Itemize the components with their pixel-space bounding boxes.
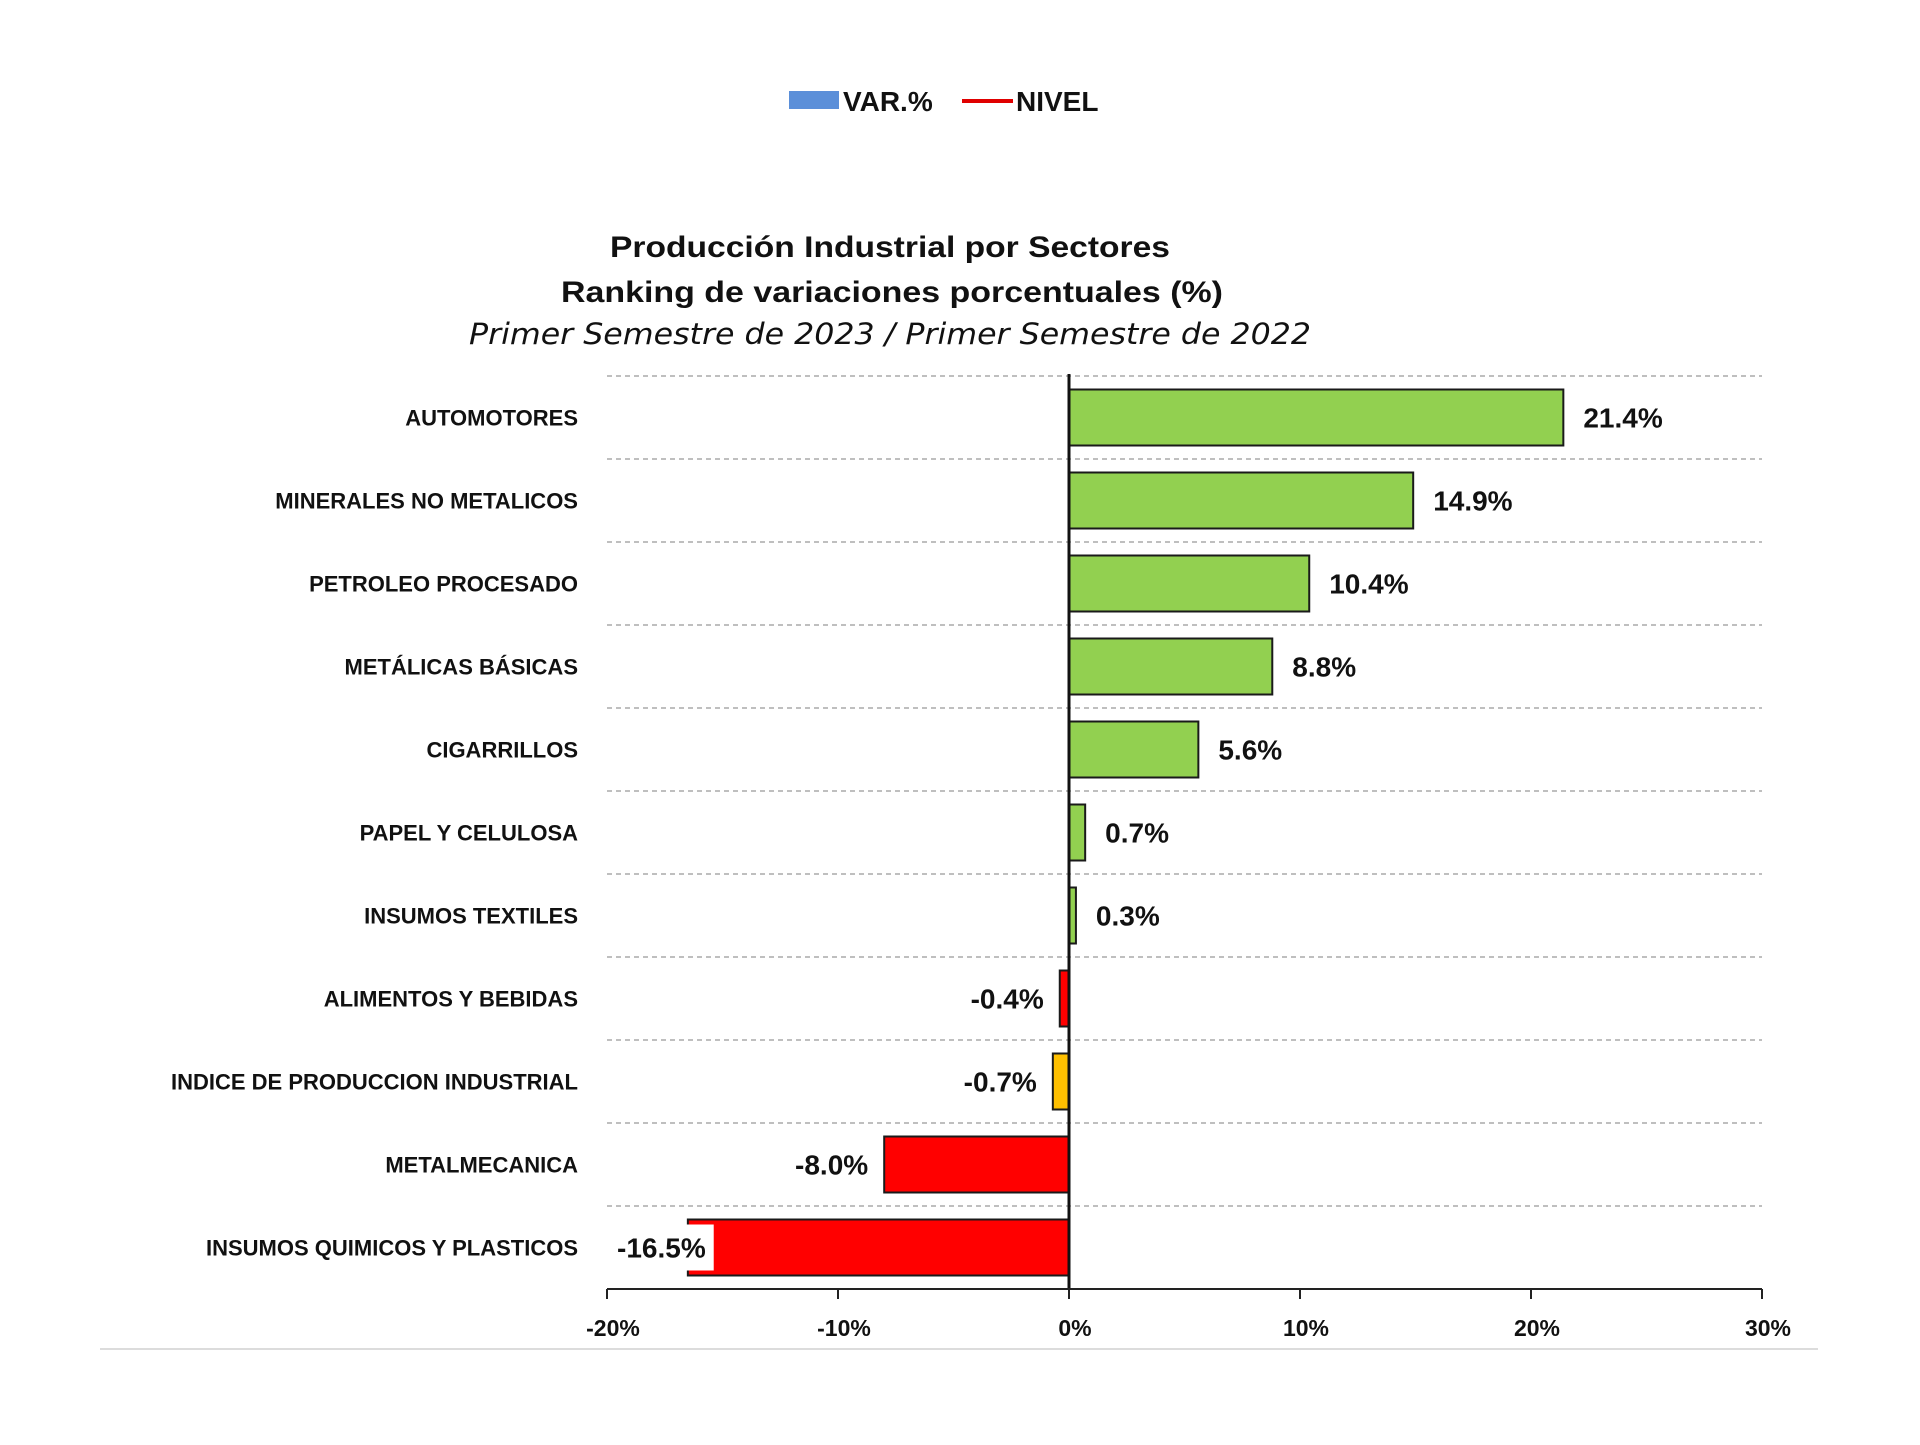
chart-period: Primer Semestre de 2023 / Primer Semestr…: [469, 317, 1311, 351]
value-label: -0.4%: [971, 984, 1044, 1015]
value-label: 8.8%: [1292, 652, 1356, 683]
x-axis: -20% -10% 0% 10% 20% 30%: [586, 1288, 1791, 1341]
legend-label-var: VAR.%: [843, 86, 933, 117]
x-tick-label: 10%: [1283, 1315, 1329, 1341]
value-label: 5.6%: [1218, 735, 1282, 766]
x-tick-label: -20%: [586, 1315, 640, 1341]
value-label-group: -0.7%: [964, 1067, 1037, 1098]
x-tick-label: 0%: [1058, 1315, 1091, 1341]
legend: VAR.% NIVEL: [789, 86, 1098, 117]
bar: [883, 1135, 1071, 1194]
bar: [686, 1218, 1070, 1277]
category-label: AUTOMOTORES: [405, 406, 578, 431]
value-label: 14.9%: [1433, 486, 1512, 517]
category-label: ALIMENTOS Y BEBIDAS: [324, 987, 578, 1012]
value-label: -0.7%: [964, 1067, 1037, 1098]
legend-label-nivel: NIVEL: [1016, 86, 1098, 117]
category-label: INSUMOS QUIMICOS Y PLASTICOS: [206, 1236, 578, 1261]
value-labels: 21.4% 14.9% 10.4% 8.8% 5.6% 0.7% 0.3% -0.4% -0.7…: [611, 403, 1663, 1271]
value-label-group: -16.5%: [611, 1224, 714, 1271]
legend-swatch-var: [789, 91, 839, 109]
value-label: 21.4%: [1583, 403, 1662, 434]
category-label: METALMECANICA: [385, 1153, 578, 1178]
category-label: CIGARRILLOS: [426, 738, 578, 763]
bar: [1068, 720, 1200, 779]
category-label: INSUMOS TEXTILES: [364, 904, 578, 929]
value-label: -16.5%: [617, 1233, 706, 1264]
value-label: 0.3%: [1096, 901, 1160, 932]
bar: [1068, 388, 1565, 447]
category-label: PETROLEO PROCESADO: [309, 572, 578, 597]
bar: [1068, 637, 1274, 696]
value-label-background: [611, 1224, 714, 1271]
x-tick-label: 20%: [1514, 1315, 1560, 1341]
category-label: METÁLICAS BÁSICAS: [345, 655, 578, 680]
value-label: 0.7%: [1105, 818, 1169, 849]
value-label-group: -0.4%: [971, 984, 1044, 1015]
bar: [1068, 471, 1415, 530]
category-label: MINERALES NO METALICOS: [275, 489, 578, 514]
bar: [1068, 803, 1087, 862]
chart-subtitle: Ranking de variaciones porcentuales (%): [561, 276, 1223, 309]
value-label: -8.0%: [795, 1150, 868, 1181]
bar: [1051, 1052, 1070, 1111]
bars: [686, 388, 1565, 1277]
category-labels: AUTOMOTORES MINERALES NO METALICOS PETROLE…: [171, 406, 578, 1261]
value-label: 10.4%: [1329, 569, 1408, 600]
gridlines: [607, 375, 1762, 1207]
category-label: PAPEL Y CELULOSA: [360, 821, 579, 846]
chart-title: Producción Industrial por Sectores: [610, 231, 1170, 264]
category-label: INDICE DE PRODUCCION INDUSTRIAL: [171, 1070, 578, 1095]
value-label-group: -8.0%: [795, 1150, 868, 1181]
bar: [1068, 554, 1311, 613]
x-tick-label: -10%: [817, 1315, 871, 1341]
x-tick-label: 30%: [1745, 1315, 1791, 1341]
